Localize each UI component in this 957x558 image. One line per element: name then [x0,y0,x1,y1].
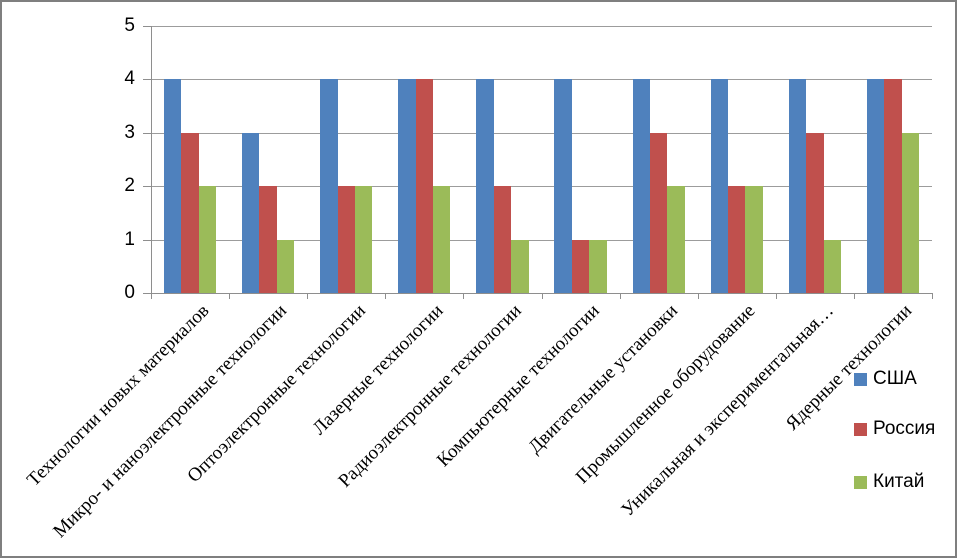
x-tick-7 [697,293,699,299]
bar-Китай-6 [589,239,607,293]
y-tick-0 [143,293,151,294]
y-tick-3 [143,132,151,134]
gridline-y-1 [151,239,932,241]
x-tick-6 [619,293,621,299]
bar-США-5 [476,79,494,293]
bar-Россия-1 [181,132,199,293]
bar-Китай-7 [667,186,685,293]
bar-США-6 [554,79,572,293]
y-tick-1 [143,239,151,241]
bar-США-3 [320,79,338,293]
x-tick-3 [385,293,387,299]
y-axis-label-1: 1 [124,228,135,250]
bar-Китай-4 [433,186,451,293]
bar-Китай-2 [276,239,295,293]
bar-Китай-9 [823,239,841,293]
x-tick-1 [229,293,231,299]
bar-Китай-5 [511,239,529,293]
bar-Россия-5 [493,186,512,293]
bar-Россия-8 [728,186,746,293]
bar-Китай-1 [198,186,217,293]
legend-label-США: США [873,368,917,389]
x-tick-10 [932,293,933,299]
x-tick-8 [775,293,777,299]
bar-Китай-10 [901,132,920,293]
x-tick-0 [151,293,152,299]
category-label-6: Компьютерные технологии [432,300,604,472]
bar-Россия-2 [259,186,277,293]
gridline-y-5 [151,26,932,27]
x-tick-4 [463,293,465,299]
y-axis-line [151,26,152,293]
bar-Россия-7 [649,132,668,293]
y-axis-label-3: 3 [124,121,135,143]
bar-Россия-10 [884,79,902,293]
bar-США-8 [710,79,729,293]
legend-swatch-Россия [854,422,867,436]
bar-Россия-4 [415,79,434,293]
y-axis-label-4: 4 [124,68,135,90]
bar-США-4 [398,79,416,293]
x-tick-2 [307,293,309,299]
legend-swatch-США [854,372,867,386]
category-label-4: Лазерные технологии [308,300,448,440]
y-axis-label-2: 2 [124,175,135,197]
y-tick-2 [143,186,151,188]
legend-item-Россия: Россия [854,416,935,442]
bar-Китай-8 [745,186,763,293]
y-axis-label-0: 0 [124,282,135,303]
gridline-y-4 [151,79,932,81]
bar-США-10 [866,79,885,293]
bar-США-9 [788,79,807,293]
legend-item-США: США [854,366,917,392]
category-label-7: Двигательные установки [524,300,682,458]
y-tick-5 [143,26,151,27]
bar-Россия-3 [337,186,355,293]
gridline-y-3 [151,132,932,134]
bar-Россия-9 [806,132,824,293]
gridline-y-2 [151,186,932,188]
legend-swatch-Китай [854,475,867,489]
legend-label-Китай: Китай [873,471,925,492]
legend-item-Китай: Китай [854,469,924,495]
x-tick-5 [541,293,543,299]
bar-США-7 [632,79,650,293]
x-tick-9 [853,293,855,299]
y-axis-label-5: 5 [124,15,135,36]
bar-Россия-6 [571,239,590,293]
bar-США-2 [242,132,260,293]
legend-label-Россия: Россия [873,418,936,439]
bar-Китай-3 [354,186,373,293]
y-tick-4 [143,79,151,81]
bar-США-1 [163,79,182,293]
